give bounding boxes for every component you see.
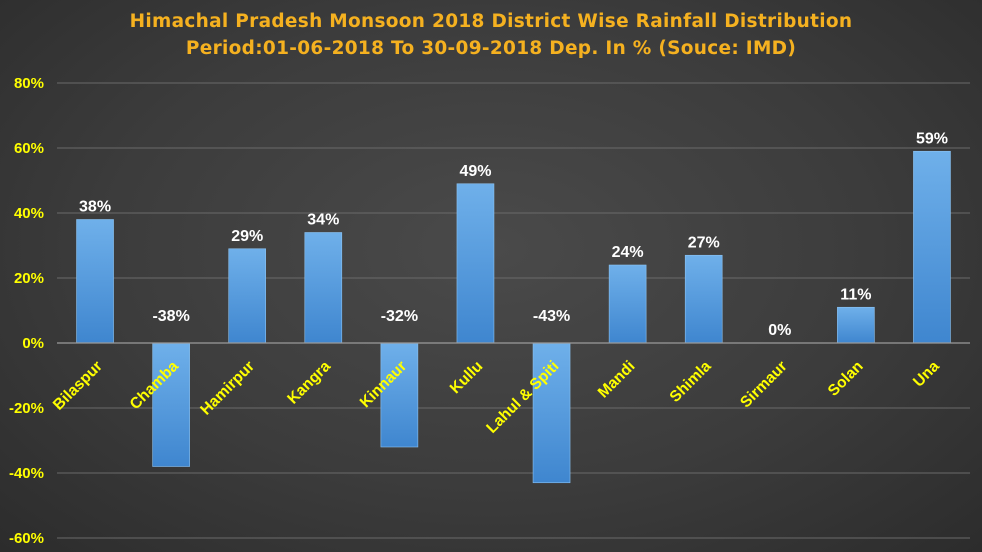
x-tick-label: Sirmaur bbox=[737, 358, 790, 411]
x-tick-label: Mandi bbox=[595, 358, 639, 402]
data-label: 24% bbox=[612, 244, 644, 261]
x-tick-label: Bilaspur bbox=[50, 358, 106, 414]
y-tick-label: 20% bbox=[14, 270, 44, 287]
y-tick-label: -40% bbox=[9, 465, 44, 482]
bar bbox=[76, 219, 114, 344]
data-label: 59% bbox=[916, 130, 948, 147]
chart-subtitle: Period:01-06-2018 To 30-09-2018 Dep. In … bbox=[185, 38, 797, 59]
bar bbox=[304, 232, 343, 344]
bar bbox=[684, 254, 723, 344]
x-tick-label: Shimla bbox=[667, 358, 715, 406]
data-label: 27% bbox=[688, 234, 720, 251]
bar bbox=[228, 248, 267, 344]
x-tick-label: Kangra bbox=[284, 358, 334, 408]
bar bbox=[608, 264, 647, 344]
y-tick-label: 0% bbox=[22, 335, 44, 352]
data-label: 38% bbox=[79, 199, 111, 216]
data-label: -32% bbox=[381, 308, 418, 325]
y-tick-label: 60% bbox=[14, 140, 44, 157]
bar bbox=[837, 306, 875, 344]
y-tick-label: -20% bbox=[9, 400, 44, 417]
data-label: 0% bbox=[768, 322, 791, 339]
data-label: 34% bbox=[307, 212, 339, 229]
data-label: 29% bbox=[231, 228, 263, 245]
y-tick-label: 80% bbox=[14, 75, 44, 92]
data-label: 49% bbox=[459, 163, 491, 180]
data-label: 11% bbox=[840, 286, 871, 303]
y-tick-label: -60% bbox=[9, 530, 44, 547]
bar bbox=[152, 342, 190, 467]
bar bbox=[456, 183, 495, 344]
bar bbox=[532, 342, 571, 484]
x-tick-label: Hamirpur bbox=[197, 358, 258, 419]
bar bbox=[913, 150, 951, 344]
y-tick-label: 40% bbox=[14, 205, 44, 222]
data-label: -43% bbox=[533, 308, 570, 325]
x-tick-label: Una bbox=[910, 358, 943, 391]
data-label: -38% bbox=[152, 308, 189, 325]
x-tick-label: Kullu bbox=[447, 358, 486, 397]
bar bbox=[380, 342, 419, 448]
chart-title: Himachal Pradesh Monsoon 2018 District W… bbox=[129, 11, 853, 32]
x-tick-label: Solan bbox=[825, 358, 867, 400]
